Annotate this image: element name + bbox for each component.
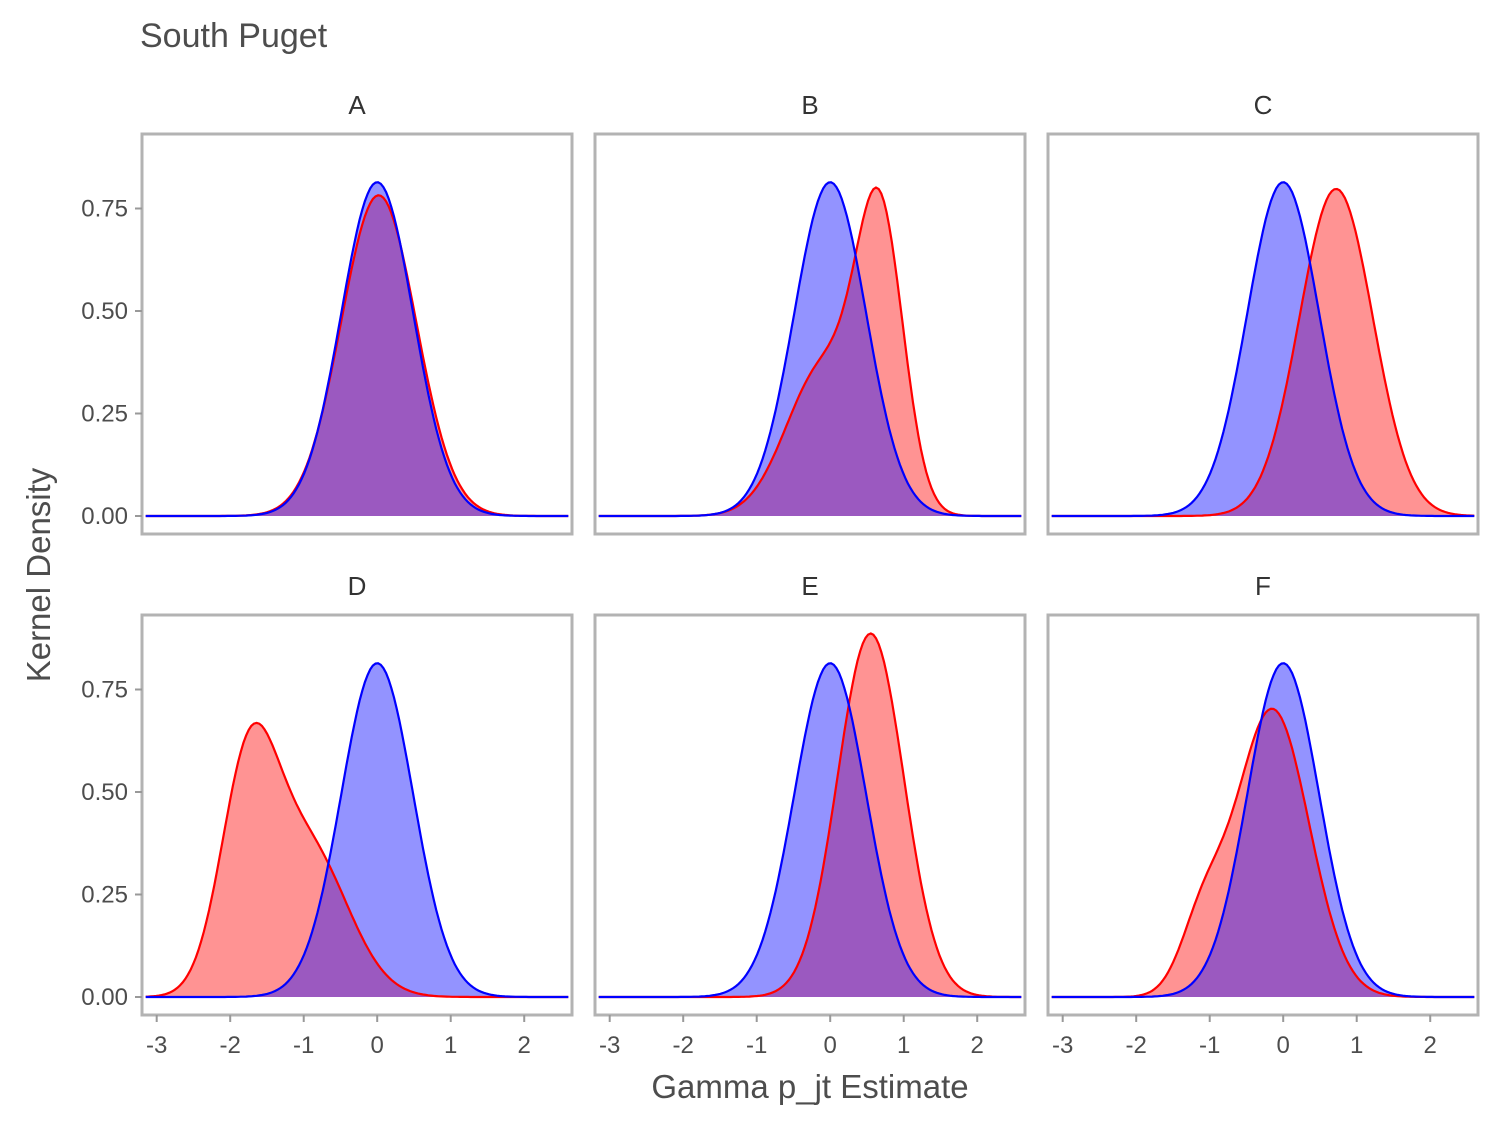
panel-border — [593, 132, 1027, 536]
y-tick-label: 0.00 — [81, 503, 128, 530]
facet-label: C — [1254, 90, 1273, 120]
facet-panels: A 0.00 0.25 0.50 0.75 B C D 0.00 0.25 0.50 0.75 -3 -2… — [81, 90, 1480, 1059]
panel-border — [140, 613, 574, 1017]
blue-density-area — [598, 182, 1022, 517]
x-tick-label: 0 — [1277, 1032, 1290, 1059]
x-tick-label: 1 — [897, 1032, 910, 1059]
x-tick-label: 1 — [444, 1032, 457, 1059]
x-tick-label: -1 — [746, 1032, 767, 1059]
panel-border — [1046, 132, 1480, 536]
x-tick-label: -3 — [1052, 1032, 1073, 1059]
facet-panel-b: B — [593, 90, 1027, 536]
overlap-density-area — [145, 195, 569, 517]
x-tick-label: -2 — [220, 1032, 241, 1059]
x-tick-label: -1 — [1199, 1032, 1220, 1059]
red-density-area — [145, 722, 569, 997]
facet-panel-e: E -3 -2 -1 0 1 2 — [593, 571, 1027, 1059]
y-tick-label: 0.75 — [81, 677, 128, 704]
x-tick-label: 0 — [824, 1032, 837, 1059]
overlap-density-area — [598, 708, 1022, 997]
x-tick-label: -3 — [146, 1032, 167, 1059]
facet-label: A — [348, 90, 366, 120]
facet-panel-a: A 0.00 0.25 0.50 0.75 — [81, 90, 574, 536]
panel-border — [1046, 613, 1480, 1017]
facet-panel-d: D 0.00 0.25 0.50 0.75 -3 -2 -1 0 1 2 — [81, 571, 574, 1059]
blue-density-line — [1051, 181, 1475, 518]
y-tick-label: 0.00 — [81, 984, 128, 1011]
blue-density-line — [1051, 662, 1475, 999]
overlap-density-area — [598, 257, 1022, 516]
y-axis-title: Kernel Density — [20, 467, 57, 682]
x-tick-label: -2 — [1126, 1032, 1147, 1059]
x-tick-label: 0 — [371, 1032, 384, 1059]
y-tick-label: 0.25 — [81, 401, 128, 428]
blue-density-line — [598, 181, 1022, 518]
blue-density-line — [598, 662, 1022, 999]
x-axis-title: Gamma p_jt Estimate — [651, 1068, 968, 1105]
blue-density-area — [145, 663, 569, 997]
red-density-line — [145, 721, 569, 999]
x-tick-label: -2 — [673, 1032, 694, 1059]
x-tick-label: -3 — [599, 1032, 620, 1059]
blue-density-area — [1051, 182, 1475, 517]
overlap-density-area — [145, 866, 569, 997]
red-density-area — [598, 187, 1022, 516]
x-tick-label: 2 — [971, 1032, 984, 1059]
x-tick-label: 1 — [1350, 1032, 1363, 1059]
blue-density-line — [145, 662, 569, 999]
red-density-area — [1051, 189, 1475, 516]
facet-panel-f: F -3 -2 -1 0 1 2 — [1046, 571, 1480, 1059]
blue-density-area — [598, 663, 1022, 997]
y-tick-label: 0.50 — [81, 779, 128, 806]
red-density-area — [598, 633, 1022, 997]
panel-border — [593, 613, 1027, 1017]
y-tick-label: 0.75 — [81, 196, 128, 223]
facet-label: B — [801, 90, 818, 120]
x-tick-label: 2 — [518, 1032, 531, 1059]
y-tick-label: 0.25 — [81, 882, 128, 909]
facet-label: D — [348, 571, 367, 601]
blue-density-line — [145, 181, 569, 518]
facet-label: F — [1255, 571, 1271, 601]
facet-panel-c: C — [1046, 90, 1480, 536]
chart-title: South Puget — [140, 17, 328, 55]
panel-border — [140, 132, 574, 536]
facet-label: E — [801, 571, 818, 601]
overlap-density-area — [1051, 708, 1475, 997]
x-tick-label: -1 — [293, 1032, 314, 1059]
x-tick-label: 2 — [1424, 1032, 1437, 1059]
y-tick-label: 0.50 — [81, 298, 128, 325]
